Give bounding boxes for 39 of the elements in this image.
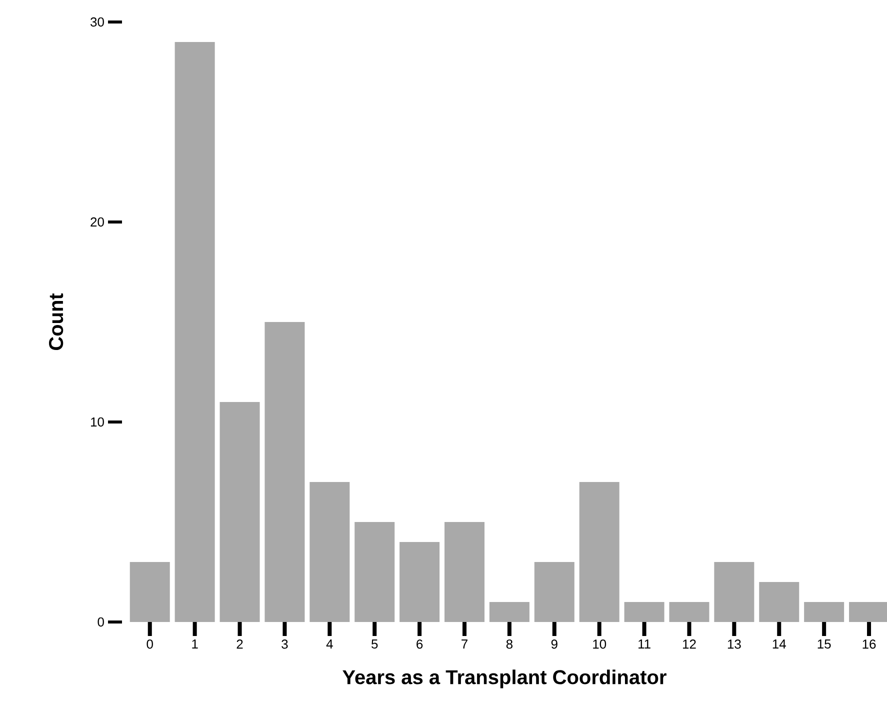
bar [534, 562, 574, 622]
x-tick-label: 9 [551, 640, 558, 649]
x-tick-label: 10 [593, 640, 606, 649]
x-tick-label: 3 [282, 640, 288, 649]
x-axis-title: Years as a Transplant Coordinator [342, 670, 666, 688]
bar [220, 402, 260, 622]
y-tick-label: 20 [90, 217, 104, 227]
y-axis-title: Count [48, 293, 64, 350]
x-tick-label: 14 [772, 640, 786, 648]
y-tick-label: 0 [98, 617, 104, 627]
x-tick-label: 11 [638, 640, 650, 648]
x-tick-label: 8 [506, 640, 512, 649]
x-tick-label: 5 [372, 640, 378, 649]
bar [624, 602, 664, 622]
x-tick-label: 1 [192, 640, 198, 648]
x-tick-label: 16 [862, 640, 876, 649]
bar [400, 542, 440, 622]
y-tick-label: 10 [91, 417, 104, 427]
bar [489, 602, 530, 622]
bar [264, 322, 305, 622]
x-tick-label: 7 [462, 640, 468, 648]
bar [804, 602, 844, 622]
bar [130, 562, 170, 622]
x-tick-label: 2 [236, 640, 243, 649]
x-tick-label: 6 [416, 640, 423, 649]
bar [759, 582, 800, 622]
bar [669, 602, 710, 622]
x-tick-label: 15 [818, 640, 831, 649]
bar [174, 42, 215, 622]
x-tick-label: 0 [146, 640, 153, 649]
x-tick-label: 13 [728, 640, 741, 649]
bar [444, 522, 484, 622]
x-tick-label: 4 [326, 640, 333, 648]
bar [310, 482, 350, 622]
x-tick-label: 12 [682, 640, 696, 649]
bar [714, 562, 754, 622]
y-tick-label: 30 [90, 17, 104, 27]
bar [354, 522, 395, 622]
bar [579, 482, 620, 622]
